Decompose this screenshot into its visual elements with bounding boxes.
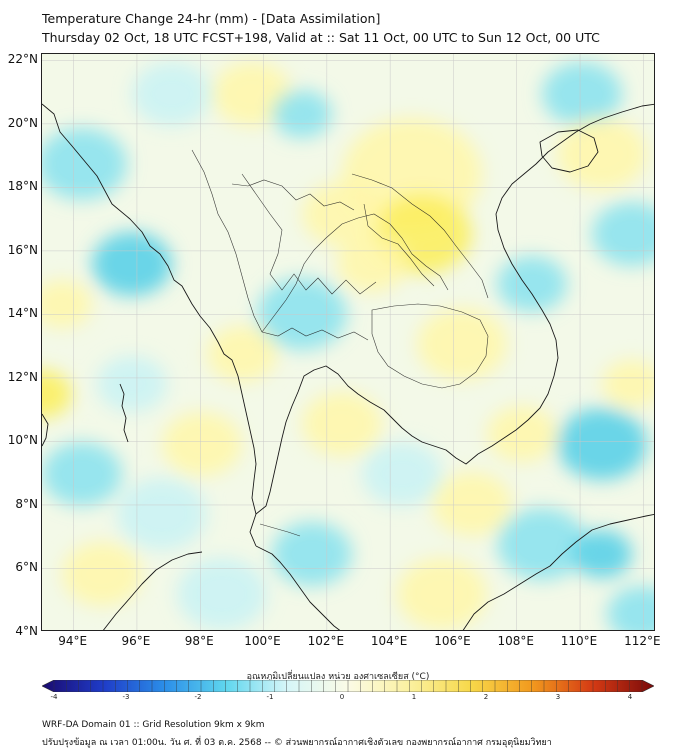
longitude-label: 108°E [497,634,534,648]
latitude-label: 12°N [7,369,38,384]
coastline-west-edge [42,413,49,447]
longitude-label: 106°E [434,634,471,648]
latitude-label: 4°N [15,624,38,638]
anomaly-region-18 [162,412,242,476]
longitude-label: 102°E [307,634,345,648]
longitude-label: 104°E [370,634,408,648]
colorbar-tick-label: -1 [266,693,274,701]
latitude-label: 22°N [7,52,38,67]
coastline-gulf-thailand [255,545,341,630]
anomaly-region-15 [117,478,207,550]
colorbar-tick-label: -2 [194,693,202,701]
anomaly-region-13 [42,370,72,418]
longitude-label: 96°E [121,634,151,648]
anomaly-region-3 [92,232,172,296]
border-thailand-laos [261,213,449,333]
anomaly-region-19 [362,442,442,506]
anomaly-region-10 [592,202,654,266]
anomaly-region-25 [272,522,352,586]
anomaly-region-24 [572,530,632,578]
latitude-label: 18°N [7,179,38,194]
longitude-label: 100°E [244,634,281,648]
latitude-label: 8°N [15,496,38,511]
anomaly-region-2 [42,128,127,200]
anomaly-region-11 [497,256,567,312]
longitude-label: 94°E [58,634,88,648]
coastline-borneo [462,513,654,630]
temperature-change-map [42,54,654,630]
latitude-label: 20°N [7,115,38,130]
anomaly-region-0 [212,62,292,126]
border-laos-vietnam [351,173,489,299]
coastline-peninsula-east [255,365,479,515]
province-lines-4 [363,203,435,287]
anomaly-region-17 [302,392,382,456]
anomaly-region-1 [272,90,332,138]
coastline-sumatra [102,551,203,630]
anomaly-region-9 [557,118,647,190]
anomaly-region-34 [42,280,92,328]
latitude-label: 6°N [15,560,38,575]
colorbar-title: อุณหภูมิเปลี่ยนแปลง หน่วย องศาเซลเซียส (… [246,672,430,682]
map-title: Temperature Change 24-hr (mm) - [Data As… [42,11,381,26]
update-info: ปรับปรุงข้อมูล ณ เวลา 01:00น. วัน ศ. ที่… [42,738,552,748]
longitude-label: 110°E [560,634,598,648]
anomaly-region-22 [602,360,654,408]
anomaly-region-29 [607,586,654,630]
colorbar-tick-label: 0 [339,693,345,701]
province-lines-3 [261,327,369,341]
anomaly-region-7 [302,182,382,246]
anomaly-region-33 [97,356,167,412]
anomaly-region-30 [337,236,407,292]
anomaly-region-32 [487,406,557,462]
border-myanmar-thailand [191,149,263,333]
colorbar-tick-label: 4 [627,693,633,701]
anomaly-region-8 [542,62,622,126]
colorbar-tick-label: 1 [411,693,417,701]
anomaly-region-21 [557,408,647,480]
latitude-label: 14°N [7,306,38,321]
longitude-label: 98°E [184,634,214,648]
longitude-label: 112°E [624,634,661,648]
model-info: WRF-DA Domain 01 :: Grid Resolution 9km … [42,720,265,730]
anomaly-region-23 [497,508,587,580]
anomaly-region-4 [132,62,212,126]
colorbar [42,680,654,692]
coastline-myanmar-west [42,103,257,547]
province-lines-2 [231,179,355,211]
colorbar-tick-label: 2 [483,693,489,701]
colorbar-tick-label: -4 [50,693,58,701]
colorbar-tick-label: 3 [555,693,561,701]
border-cambodia [371,303,489,389]
anomaly-region-27 [62,542,142,606]
colorbar-tick-label: -3 [122,693,130,701]
anomaly-region-16 [257,278,347,350]
anomaly-region-31 [207,326,277,382]
map-subtitle: Thursday 02 Oct, 18 UTC FCST+198, Valid … [42,30,600,45]
anomaly-region-28 [397,558,487,630]
anomaly-region-26 [177,558,267,630]
province-lines-1 [241,173,377,295]
latitude-label: 16°N [7,242,38,257]
anomaly-region-20 [432,472,512,536]
coastline-andaman [119,383,129,443]
latitude-label: 10°N [7,433,38,448]
coastline-hainan [539,129,599,173]
anomaly-region-12 [417,308,507,380]
anomaly-region-14 [42,442,122,506]
border-malaysia-thailand [259,523,301,537]
map-panel [41,53,655,631]
